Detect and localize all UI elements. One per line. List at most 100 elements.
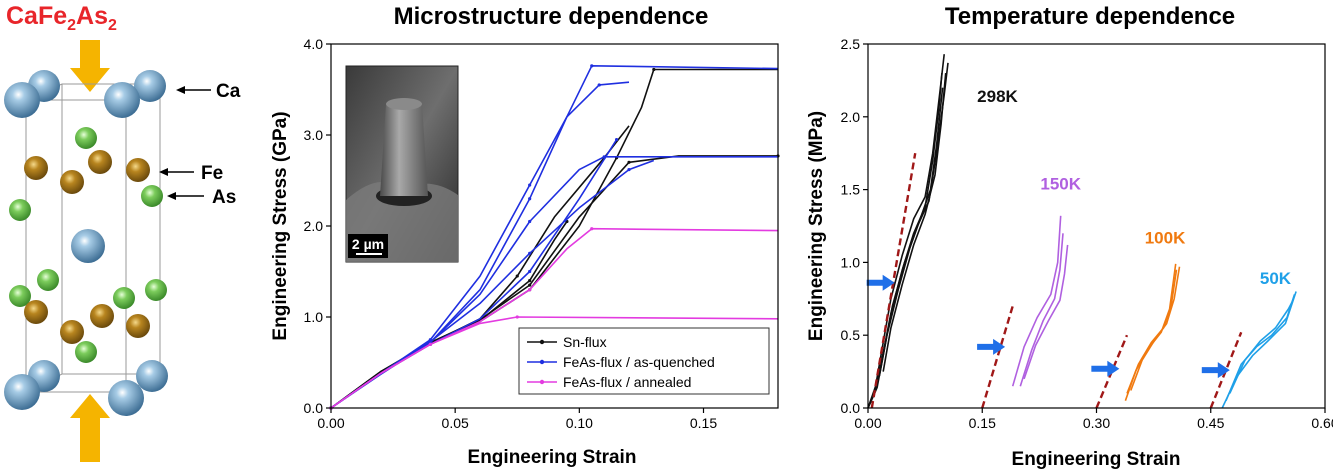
chart1-xtick-label: 0.15 bbox=[690, 415, 717, 431]
atoms bbox=[4, 70, 168, 416]
chart1-ylabel: Engineering Stress (GPa) bbox=[270, 111, 291, 340]
chart1-point bbox=[627, 160, 631, 164]
chart2-title: Temperature dependence bbox=[945, 3, 1235, 30]
chart1-point bbox=[528, 197, 532, 201]
as-atom bbox=[113, 287, 135, 309]
chart1-legend: Sn-flux FeAs-flux / as-quenched FeAs-flux … bbox=[518, 327, 770, 395]
chart1-point bbox=[528, 269, 532, 274]
legend-label: FeAs-flux / annealed bbox=[563, 374, 691, 390]
chart1-xlabel: Engineering Strain bbox=[468, 447, 637, 468]
chart1-point bbox=[528, 283, 532, 287]
chart1-ytick-label: 1.0 bbox=[304, 309, 324, 325]
fe-atom bbox=[60, 170, 84, 194]
chart1-point bbox=[528, 279, 532, 283]
as-atom bbox=[145, 279, 167, 301]
chart2-ytick-label: 0.0 bbox=[841, 400, 861, 416]
chart1-point bbox=[590, 64, 594, 68]
chart2-ytick-label: 0.5 bbox=[841, 327, 861, 343]
chart2-ytick-label: 2.5 bbox=[841, 36, 861, 52]
chart2-series-line bbox=[1124, 263, 1177, 401]
chart2-series-line bbox=[878, 87, 944, 377]
temperature-label: 100K bbox=[1145, 228, 1186, 247]
chart2-series-line bbox=[1023, 244, 1069, 380]
chart1-point bbox=[515, 315, 519, 319]
legend-label: Sn-flux bbox=[563, 334, 607, 350]
formula-sub-2: 2 bbox=[108, 17, 117, 34]
ca-atom bbox=[71, 229, 105, 263]
ca-atom bbox=[108, 380, 144, 416]
chart1-series-line bbox=[330, 227, 779, 409]
chart1-xtick-label: 0.10 bbox=[566, 415, 593, 431]
ca-atom bbox=[4, 374, 40, 410]
chart1-xtick-label: 0.00 bbox=[317, 415, 344, 431]
chart1-ytick-label: 3.0 bbox=[304, 127, 324, 143]
formula-sub-1: 2 bbox=[67, 17, 76, 34]
chart1-point bbox=[652, 67, 656, 72]
chart1-ytick-label: 2.0 bbox=[304, 218, 324, 234]
chart2-xtick-label: 0.45 bbox=[1197, 415, 1224, 431]
chart2-xtick-label: 0.30 bbox=[1083, 415, 1110, 431]
chart1-point bbox=[528, 288, 532, 292]
ca-atom bbox=[4, 82, 40, 118]
chart2-ytick-label: 1.0 bbox=[841, 254, 861, 270]
legend-label: FeAs-flux / as-quenched bbox=[563, 354, 715, 370]
chart1-point bbox=[590, 227, 594, 231]
chart2-xtick-label: 0.00 bbox=[854, 415, 881, 431]
chart1-xtick-label: 0.05 bbox=[442, 415, 469, 431]
atom-label-as: As bbox=[167, 187, 236, 208]
chart2-ytick-label: 1.5 bbox=[841, 182, 861, 198]
sem-inset-image: 2 µm bbox=[345, 65, 459, 263]
chart2-series-line bbox=[867, 54, 945, 409]
chart2-ylabel: Engineering Stress (MPa) bbox=[806, 111, 827, 341]
legend-marker bbox=[539, 359, 545, 365]
chart2-ytick-label: 2.0 bbox=[841, 109, 861, 125]
chart1-point bbox=[614, 137, 619, 142]
fe-atom bbox=[60, 320, 84, 344]
chart1-ytick-label: 4.0 bbox=[304, 36, 324, 52]
fe-atom bbox=[90, 304, 114, 328]
formula-title: CaFe2As2 bbox=[6, 2, 117, 34]
chart1-point bbox=[627, 167, 631, 172]
elastic-fit-dashed-line bbox=[870, 152, 917, 409]
as-atom bbox=[9, 285, 31, 307]
chart1-point bbox=[528, 251, 532, 255]
temperature-chart: Temperature dependence Engineering Stres… bbox=[806, 3, 1333, 470]
svg-text:Fe: Fe bbox=[201, 163, 223, 184]
chart2-xtick-label: 0.60 bbox=[1311, 415, 1333, 431]
formula-part-2: As bbox=[76, 2, 108, 30]
fe-atom bbox=[126, 158, 150, 182]
ca-atom bbox=[136, 360, 168, 392]
as-atom bbox=[75, 341, 97, 363]
chart2-series-line bbox=[1221, 291, 1297, 409]
chart1-point bbox=[428, 342, 432, 346]
elastic-fit-dashed-line bbox=[981, 305, 1014, 409]
chart2-xtick-label: 0.15 bbox=[969, 415, 996, 431]
fe-atom bbox=[88, 150, 112, 174]
chart2-series-line bbox=[882, 73, 947, 372]
chart1-ytick-label: 0.0 bbox=[304, 400, 324, 416]
chart1-point bbox=[428, 339, 432, 344]
as-atom bbox=[9, 199, 31, 221]
legend-marker bbox=[539, 339, 545, 345]
ca-atom bbox=[134, 70, 166, 102]
chart2-xlabel: Engineering Strain bbox=[1012, 449, 1181, 470]
chart1-title: Microstructure dependence bbox=[394, 3, 709, 30]
yield-arrow-icon bbox=[1201, 362, 1230, 379]
chart1-point bbox=[515, 274, 519, 278]
svg-text:As: As bbox=[212, 187, 236, 208]
svg-text:Ca: Ca bbox=[216, 81, 241, 102]
temperature-label: 298K bbox=[977, 87, 1018, 106]
chart1-point bbox=[597, 83, 601, 87]
yield-arrow-icon bbox=[977, 338, 1006, 355]
chart2-series-line bbox=[1130, 266, 1181, 391]
as-atom bbox=[75, 127, 97, 149]
fe-atom bbox=[24, 156, 48, 180]
atom-label-fe: Fe bbox=[159, 163, 223, 184]
chart2-series-line bbox=[1011, 215, 1062, 387]
bottom-compression-arrow bbox=[70, 394, 110, 462]
chart1-point bbox=[528, 219, 532, 224]
yield-arrow-icon bbox=[866, 274, 895, 291]
scale-bar-label: 2 µm bbox=[352, 236, 384, 252]
chart2-plot-frame bbox=[867, 43, 1326, 409]
